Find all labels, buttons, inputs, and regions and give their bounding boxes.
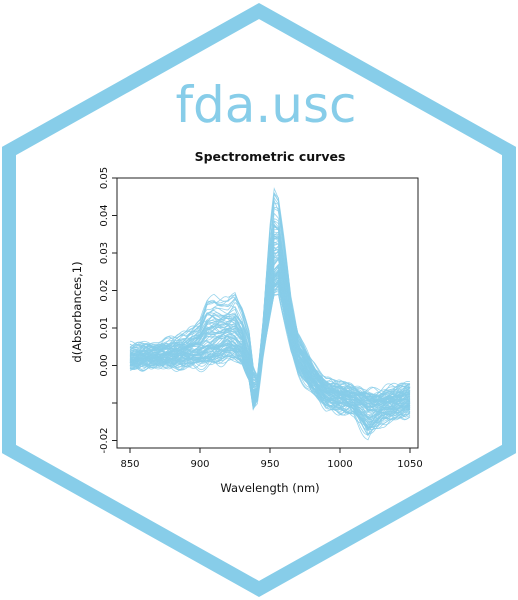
x-tick-label: 950 xyxy=(260,459,279,470)
spectrum-curve xyxy=(129,207,411,400)
y-tick-label: 0.02 xyxy=(99,279,110,301)
x-tick-label: 1050 xyxy=(397,459,422,470)
y-tick-label: 0.01 xyxy=(99,317,110,339)
spectrum-curve xyxy=(129,275,411,420)
spectrum-curve xyxy=(129,268,411,412)
logo-text: fda.usc xyxy=(175,76,356,134)
y-tick-label: -0.02 xyxy=(99,428,110,454)
spectrum-curve xyxy=(129,229,411,403)
x-axis: 850 900 950 1000 1050 xyxy=(120,447,423,470)
x-axis-label: Wavelength (nm) xyxy=(220,481,319,495)
y-axis: -0.02 0.00 0.01 0.02 0.03 0.04 0.05 xyxy=(99,167,118,454)
y-axis-label: d(Absorbances,1) xyxy=(70,261,84,362)
y-tick-label: 0.05 xyxy=(99,167,110,189)
curves-group xyxy=(129,187,411,441)
x-tick-label: 850 xyxy=(120,459,139,470)
y-tick-label: 0.03 xyxy=(99,242,110,264)
spectrum-curve xyxy=(129,241,411,403)
spectrum-curve xyxy=(129,235,411,404)
x-tick-label: 900 xyxy=(190,459,209,470)
x-tick-label: 1000 xyxy=(327,459,352,470)
y-tick-label: 0.00 xyxy=(99,354,110,376)
y-tick-label: 0.04 xyxy=(99,204,110,226)
spectrum-curve xyxy=(129,253,411,407)
spectrum-curve xyxy=(129,291,411,437)
chart-title: Spectrometric curves xyxy=(195,149,346,164)
spectrum-curve xyxy=(129,280,411,428)
spectrum-curve xyxy=(129,199,411,398)
